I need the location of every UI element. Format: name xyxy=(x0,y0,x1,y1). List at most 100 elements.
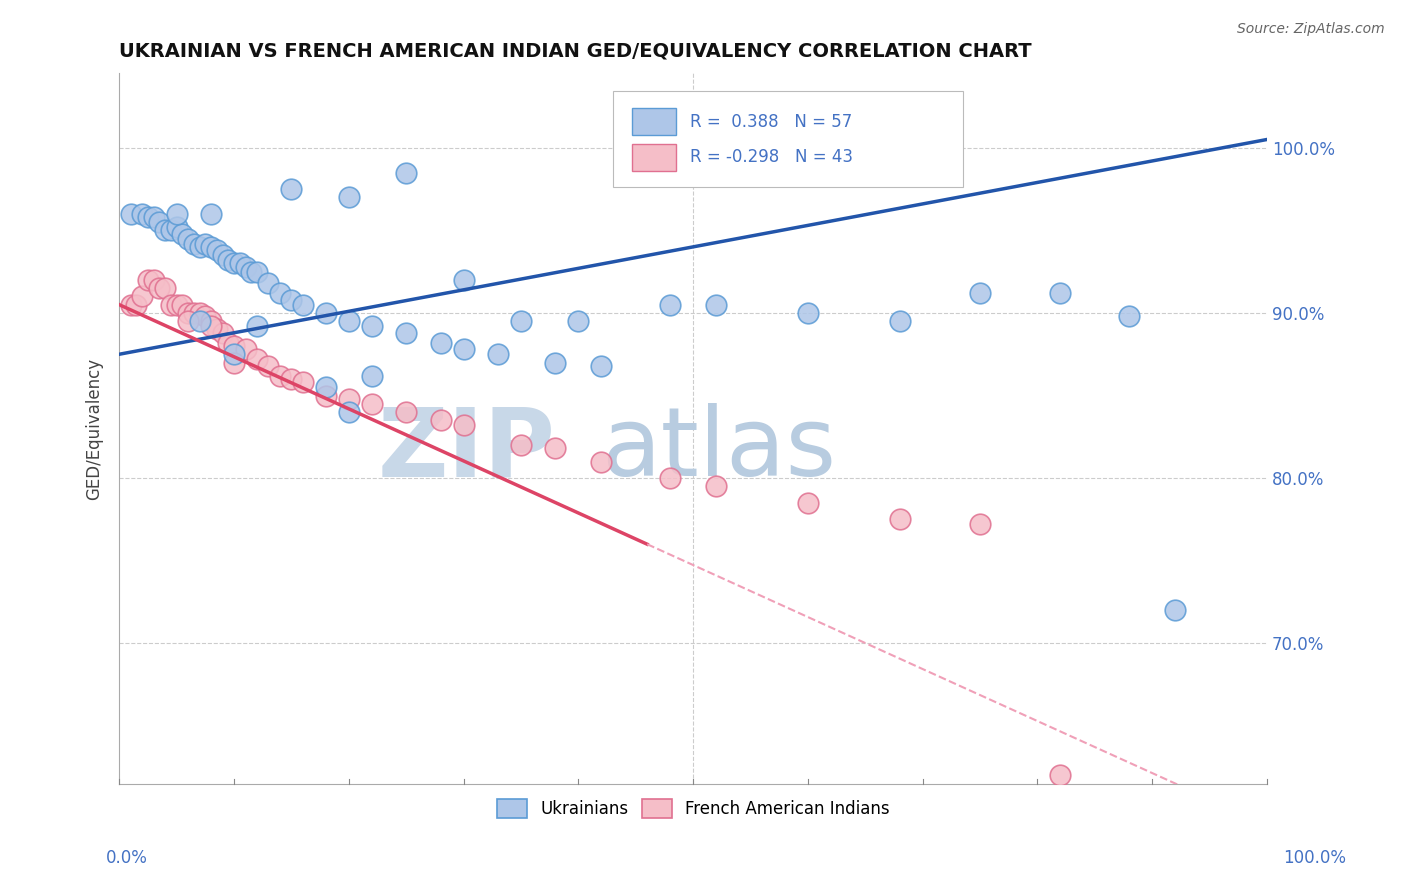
Point xyxy=(269,286,291,301)
Point xyxy=(194,236,217,251)
Point xyxy=(1164,603,1187,617)
Text: 100.0%: 100.0% xyxy=(1284,849,1346,867)
Point xyxy=(205,322,228,336)
Point xyxy=(360,319,382,334)
Bar xyxy=(633,144,676,170)
Point xyxy=(172,227,194,241)
Text: R = -0.298   N = 43: R = -0.298 N = 43 xyxy=(689,148,852,166)
Point xyxy=(453,273,475,287)
Point xyxy=(200,319,222,334)
Point xyxy=(889,512,911,526)
Point xyxy=(429,413,451,427)
Text: R =  0.388   N = 57: R = 0.388 N = 57 xyxy=(689,112,852,131)
Point xyxy=(222,347,245,361)
Point xyxy=(315,380,337,394)
Point xyxy=(177,232,200,246)
Text: 0.0%: 0.0% xyxy=(105,849,148,867)
Point xyxy=(131,207,153,221)
Point xyxy=(222,355,245,369)
Point xyxy=(659,298,682,312)
Point xyxy=(280,182,302,196)
Point xyxy=(217,335,239,350)
Text: Source: ZipAtlas.com: Source: ZipAtlas.com xyxy=(1237,22,1385,37)
Point xyxy=(142,273,165,287)
Point xyxy=(229,256,252,270)
Point xyxy=(222,339,245,353)
Point xyxy=(188,240,211,254)
Point xyxy=(1049,286,1071,301)
Point xyxy=(211,326,233,340)
Point xyxy=(591,455,613,469)
Point xyxy=(315,306,337,320)
Point xyxy=(797,496,820,510)
Point xyxy=(969,517,991,532)
Point xyxy=(544,442,567,456)
Point xyxy=(429,335,451,350)
Point xyxy=(153,281,176,295)
Text: UKRAINIAN VS FRENCH AMERICAN INDIAN GED/EQUIVALENCY CORRELATION CHART: UKRAINIAN VS FRENCH AMERICAN INDIAN GED/… xyxy=(120,42,1032,61)
Point xyxy=(337,190,360,204)
Point xyxy=(337,314,360,328)
Point xyxy=(510,314,533,328)
Point xyxy=(172,298,194,312)
Point xyxy=(486,347,509,361)
Point xyxy=(246,352,269,367)
Point xyxy=(360,397,382,411)
Point xyxy=(240,265,263,279)
Point xyxy=(235,260,257,274)
Point xyxy=(188,306,211,320)
Point xyxy=(280,372,302,386)
Point xyxy=(217,253,239,268)
Point xyxy=(889,314,911,328)
Point xyxy=(200,240,222,254)
Point xyxy=(205,243,228,257)
Point xyxy=(704,298,727,312)
Point xyxy=(969,286,991,301)
Point xyxy=(395,326,418,340)
Point xyxy=(211,248,233,262)
Point xyxy=(591,359,613,373)
Point xyxy=(188,314,211,328)
FancyBboxPatch shape xyxy=(613,91,963,187)
Point xyxy=(315,388,337,402)
Point xyxy=(177,314,200,328)
Point xyxy=(280,293,302,307)
Point xyxy=(544,355,567,369)
Bar xyxy=(633,108,676,136)
Point xyxy=(120,207,142,221)
Point xyxy=(395,165,418,179)
Point xyxy=(166,207,188,221)
Point xyxy=(567,314,589,328)
Point xyxy=(136,273,159,287)
Point xyxy=(291,298,314,312)
Point xyxy=(337,405,360,419)
Point xyxy=(200,207,222,221)
Point xyxy=(148,281,170,295)
Point xyxy=(257,277,280,291)
Point xyxy=(160,223,183,237)
Point xyxy=(659,471,682,485)
Point xyxy=(136,210,159,224)
Point xyxy=(797,306,820,320)
Point xyxy=(166,298,188,312)
Point xyxy=(269,368,291,383)
Point xyxy=(453,343,475,357)
Legend: Ukrainians, French American Indians: Ukrainians, French American Indians xyxy=(491,792,896,825)
Point xyxy=(704,479,727,493)
Point xyxy=(510,438,533,452)
Point xyxy=(153,223,176,237)
Point xyxy=(120,298,142,312)
Point xyxy=(177,306,200,320)
Point xyxy=(291,376,314,390)
Point xyxy=(453,418,475,433)
Text: atlas: atlas xyxy=(602,403,837,496)
Point xyxy=(125,298,148,312)
Point xyxy=(200,314,222,328)
Point xyxy=(142,210,165,224)
Point xyxy=(1118,310,1140,324)
Point xyxy=(148,215,170,229)
Point xyxy=(183,236,205,251)
Point xyxy=(160,298,183,312)
Point xyxy=(337,392,360,406)
Point xyxy=(246,265,269,279)
